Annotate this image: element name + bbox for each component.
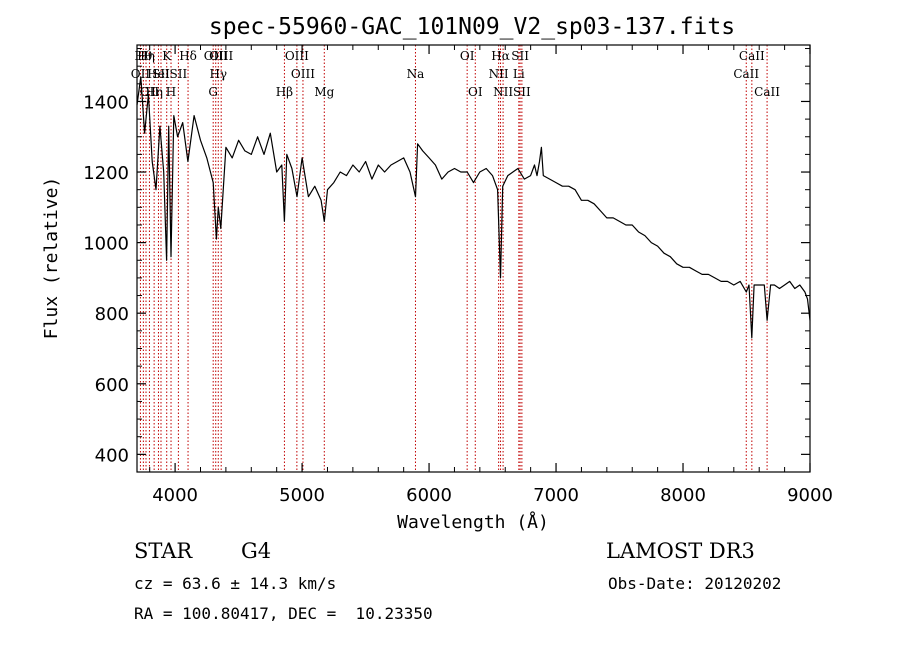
line-label-14: OIII	[209, 49, 233, 63]
line-label-24: NII	[493, 85, 513, 99]
line-label-29: CaII	[739, 49, 765, 63]
chart-title: spec-55960-GAC_101N09_V2_sp03-137.fits	[209, 14, 735, 40]
line-label-22: NII	[489, 67, 509, 81]
plot-frame	[136, 44, 811, 473]
line-label-15: Hβ	[276, 85, 293, 99]
x-tick-label-5: 9000	[787, 485, 833, 506]
x-tick-label-3: 7000	[533, 485, 579, 506]
x-tick-label-2: 6000	[406, 485, 452, 506]
y-axis-title: Flux (relative)	[41, 177, 62, 340]
x-tick-label-0: 4000	[152, 485, 198, 506]
y-tick-label-0: 400	[95, 445, 129, 466]
line-label-4: Hη	[145, 85, 163, 99]
line-label-13: Hγ	[209, 67, 227, 81]
line-label-2: Hη	[137, 49, 155, 63]
redshift-velocity: cz = 63.6 ± 14.3 km/s	[134, 574, 337, 593]
line-label-0: OII	[131, 67, 151, 81]
x-tick-label-1: 5000	[279, 485, 325, 506]
line-label-19: Na	[407, 67, 425, 81]
y-tick-label-2: 800	[95, 304, 129, 325]
line-label-21: OI	[468, 85, 483, 99]
line-label-1: Hθ	[134, 49, 152, 63]
line-label-11: G	[208, 85, 218, 99]
coordinates: RA = 100.80417, DEC = 10.23350	[134, 604, 433, 623]
line-label-7: K	[162, 49, 172, 63]
line-label-30: CaII	[754, 85, 780, 99]
y-tick-label-5: 1400	[83, 92, 129, 113]
line-label-27: SII	[513, 85, 531, 99]
spectral-line-labels: OIIHθHηOIIHηHeISIIKHSIIHδGOIIIHγOIIIHβOI…	[131, 49, 780, 99]
spectrum-line	[136, 76, 811, 339]
line-label-17: OIII	[291, 67, 315, 81]
line-label-8: H	[166, 85, 176, 99]
y-tick-label-3: 1000	[83, 234, 129, 255]
x-axis-ticks: 4000 5000 6000 7000 8000 9000	[149, 45, 833, 506]
y-tick-label-1: 600	[95, 375, 129, 396]
object-class: STAR	[134, 539, 193, 563]
y-tick-label-4: 1200	[83, 163, 129, 184]
line-label-5: HeI	[147, 67, 170, 81]
y-axis-ticks: 400 600 800 1000 1200 1400	[83, 48, 810, 466]
line-label-28: CaII	[733, 67, 759, 81]
x-tick-label-4: 8000	[660, 485, 706, 506]
observation-date: Obs-Date: 20120202	[608, 574, 782, 593]
object-subclass: G4	[241, 539, 272, 563]
line-label-26: SII	[511, 49, 529, 63]
line-label-6: SII	[152, 67, 170, 81]
line-label-3: OII	[140, 85, 160, 99]
line-label-18: Mg	[314, 85, 334, 99]
line-label-9: SII	[170, 67, 188, 81]
x-axis-title: Wavelength (Å)	[397, 511, 549, 533]
line-label-10: Hδ	[179, 49, 197, 63]
line-label-23: Hα	[491, 49, 510, 63]
survey-name: LAMOST DR3	[606, 539, 755, 563]
spectral-line-markers	[139, 45, 768, 472]
line-label-12: OIII	[204, 49, 228, 63]
line-label-25: Li	[513, 67, 525, 81]
line-label-16: OIII	[285, 49, 309, 63]
line-label-20: OI	[460, 49, 475, 63]
